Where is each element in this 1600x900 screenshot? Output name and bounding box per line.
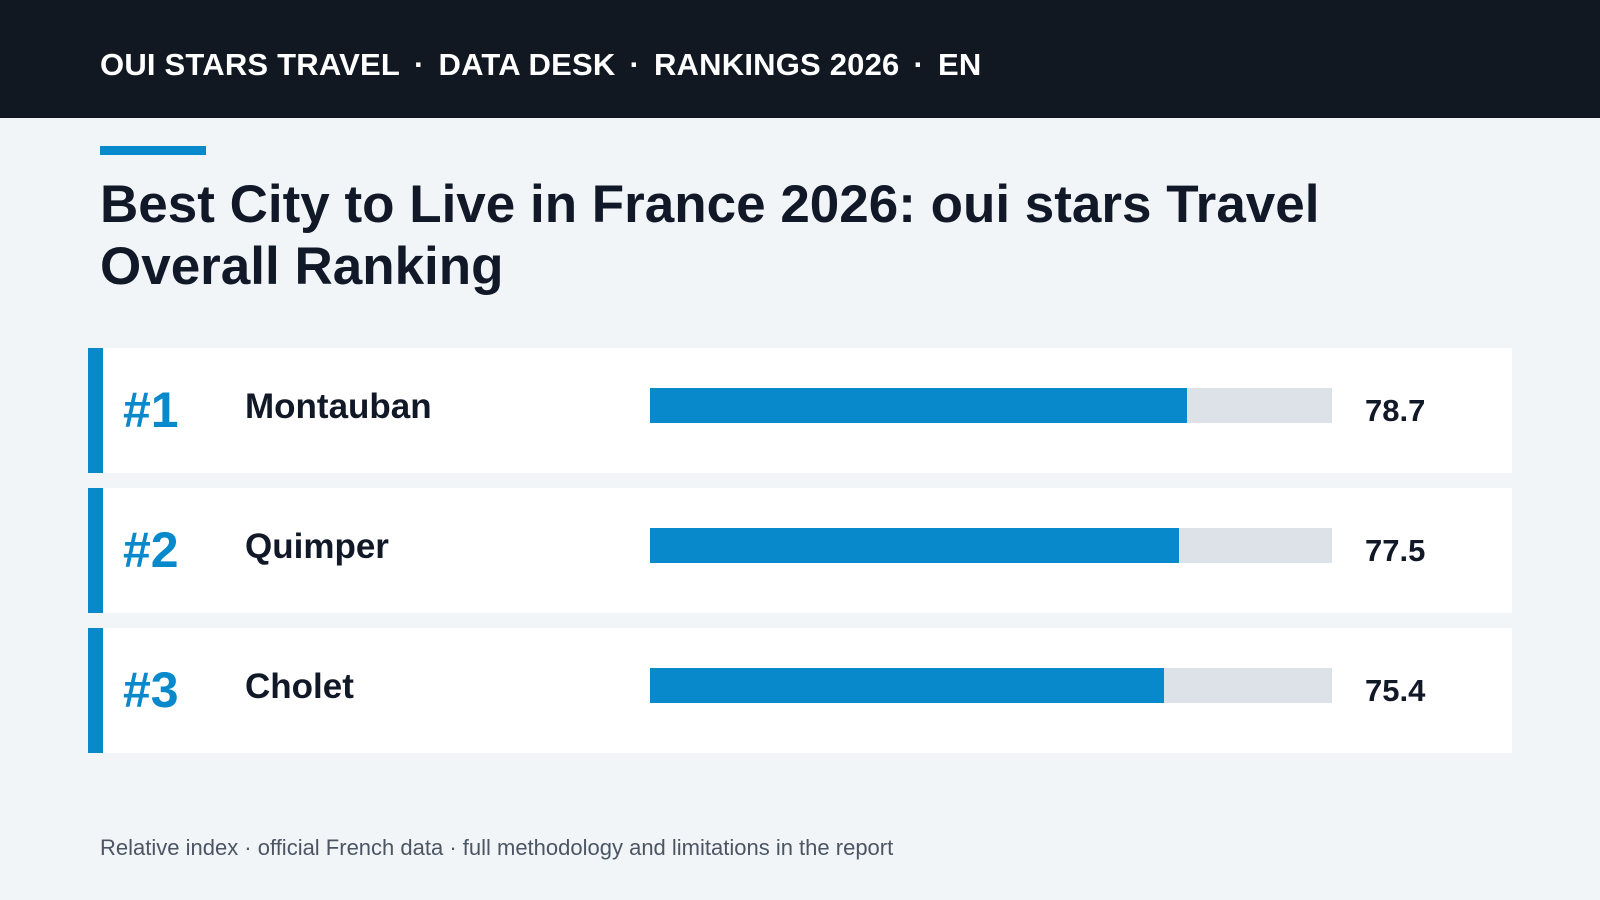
rank-label: #2 [123,522,179,578]
title-accent-line [100,146,206,155]
ranking-row: #1 Montauban 78.7 [88,348,1512,473]
city-name: Cholet [245,667,354,706]
score-bar [650,388,1187,423]
ranking-row: #2 Quimper 77.5 [88,488,1512,613]
city-name: Quimper [245,527,389,566]
top-nav: OUI STARS TRAVEL · DATA DESK · RANKINGS 2026… [100,46,981,84]
ranking-row: #3 Cholet 75.4 [88,628,1512,753]
score-value: 75.4 [1365,673,1426,708]
nav-separator: · [414,47,425,82]
header-bar: OUI STARS TRAVEL · DATA DESK · RANKINGS 2026… [0,0,1600,118]
nav-item-brand[interactable]: OUI STARS TRAVEL [100,47,401,82]
nav-separator: · [913,47,925,82]
nav-item-language[interactable]: EN [938,47,982,82]
rank-label: #3 [123,662,179,718]
score-bar-track [650,668,1332,703]
score-bar-track [650,388,1332,423]
row-accent-edge [88,348,103,473]
score-bar [650,668,1165,703]
city-name: Montauban [245,387,432,426]
nav-item-rankings[interactable]: RANKINGS 2026 [653,47,900,82]
chart-title: Best City to Live in France 2026: oui st… [100,175,1320,296]
nav-separator: · [629,47,640,82]
nav-item-data-desk[interactable]: DATA DESK [438,47,616,82]
score-value: 77.5 [1365,533,1426,568]
row-accent-edge [88,488,103,613]
score-bar-track [650,528,1332,563]
ranking-list: #1 Montauban 78.7 #2 Quimper 77.5 #3 Cholet 75.4 [88,348,1512,768]
rank-label: #1 [123,382,179,438]
row-accent-edge [88,628,103,753]
score-value: 78.7 [1365,393,1426,428]
footnote: Relative index · official French data · … [100,835,894,860]
score-bar [650,528,1179,563]
